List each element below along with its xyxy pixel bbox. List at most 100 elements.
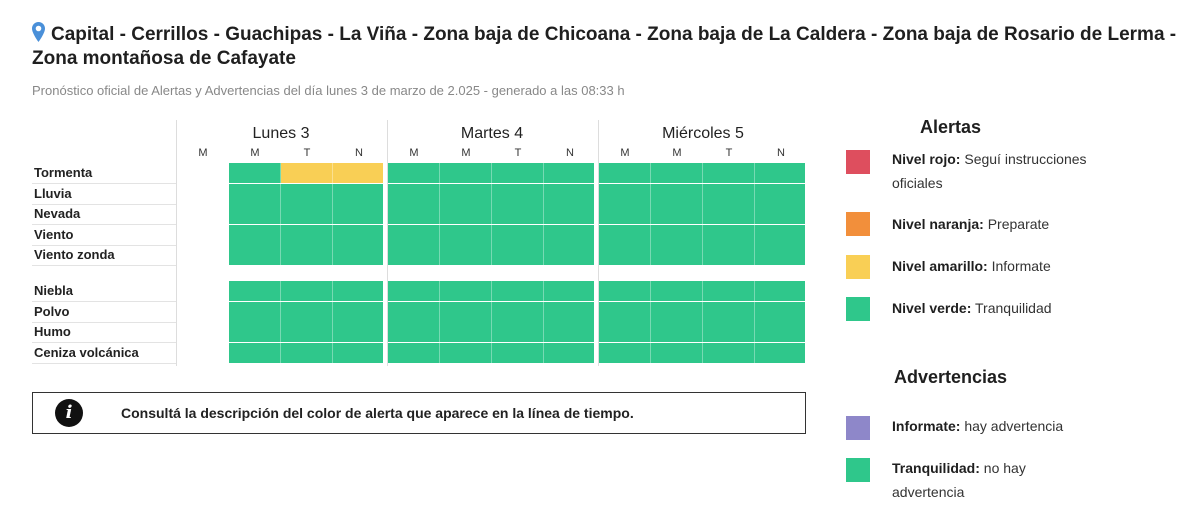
alert-cell <box>229 183 281 204</box>
day-header-3: Miércoles 5 <box>662 125 744 142</box>
alert-cell <box>281 322 333 342</box>
row-separator <box>32 321 176 323</box>
alert-cell <box>703 183 755 204</box>
time-slot-label: T <box>514 147 522 159</box>
alert-cell <box>333 183 383 204</box>
alert-cell <box>599 342 651 363</box>
alert-cell <box>229 163 281 183</box>
alert-cell <box>651 183 703 204</box>
alert-cell <box>651 301 703 322</box>
alert-cell <box>755 322 805 342</box>
swatch-rojo <box>846 150 870 174</box>
info-text: Consultá la descripción del color de ale… <box>121 405 634 421</box>
row-separator <box>32 183 176 184</box>
alert-cell <box>333 322 383 342</box>
location-pin-icon <box>32 22 45 42</box>
alert-cell <box>492 163 544 183</box>
alert-cell <box>229 245 281 265</box>
legend-item-verde: Nivel verde: Tranquilidad <box>892 300 1052 316</box>
alert-cell <box>281 301 333 322</box>
alert-cell <box>440 281 492 301</box>
alert-cell <box>229 224 281 245</box>
alert-cell <box>544 322 594 342</box>
time-slot-label: N <box>355 147 363 159</box>
legend-item-tranquilidad: Tranquilidad: no hay advertencia <box>892 460 1026 500</box>
alert-cell <box>440 322 492 342</box>
legend-item-informate: Informate: hay advertencia <box>892 418 1064 434</box>
alert-cell <box>388 163 440 183</box>
alert-cell <box>440 163 492 183</box>
time-slot-label: M <box>250 147 260 159</box>
alert-cell <box>492 281 544 301</box>
alert-cell <box>333 301 383 322</box>
alert-cell <box>755 183 805 204</box>
alert-cell <box>333 163 383 183</box>
row-separator <box>32 362 176 364</box>
alert-cell <box>333 224 383 245</box>
alert-cell <box>544 204 594 224</box>
page-title: Capital - Cerrillos - Guachipas - La Viñ… <box>32 22 1192 71</box>
alert-cell <box>333 342 383 363</box>
alert-cell <box>388 204 440 224</box>
alert-cell <box>755 224 805 245</box>
alert-cell <box>755 245 805 265</box>
alert-cell <box>651 342 703 363</box>
alert-cell <box>388 281 440 301</box>
alert-cell <box>599 322 651 342</box>
alert-cell <box>651 281 703 301</box>
alert-cell <box>281 204 333 224</box>
time-slot-label: M <box>461 147 471 159</box>
alert-cell <box>703 342 755 363</box>
alert-cell <box>703 224 755 245</box>
alert-cell <box>333 245 383 265</box>
alert-cell <box>544 281 594 301</box>
time-slot-label: T <box>725 147 733 159</box>
time-slot-label: T <box>303 147 311 159</box>
alert-cell <box>703 245 755 265</box>
legend-item-rojo: Nivel rojo: Seguí instrucciones oficiale… <box>892 151 1087 191</box>
alert-cell <box>651 245 703 265</box>
row-separator <box>32 301 176 302</box>
alert-cell <box>229 301 281 322</box>
row-label: Ceniza volcánica <box>34 344 139 360</box>
alert-cell <box>599 301 651 322</box>
alert-cell <box>544 301 594 322</box>
swatch-amarillo <box>846 255 870 279</box>
alert-cell <box>492 204 544 224</box>
swatch-tranquilidad <box>846 458 870 482</box>
alert-cell <box>388 342 440 363</box>
row-label: Viento zonda <box>34 247 115 262</box>
time-slot-label: M <box>672 147 682 159</box>
day-header-2: Martes 4 <box>460 125 524 142</box>
row-label: Tormenta <box>34 165 93 180</box>
alert-cell <box>229 204 281 224</box>
swatch-informate <box>846 416 870 440</box>
alert-cell <box>651 163 703 183</box>
swatch-naranja <box>846 212 870 236</box>
alert-cell <box>281 281 333 301</box>
alert-cell <box>492 245 544 265</box>
alert-cell <box>388 245 440 265</box>
alert-cell <box>544 224 594 245</box>
row-separator <box>32 265 176 266</box>
day-separator <box>598 120 599 366</box>
page-subtitle: Pronóstico oficial de Alertas y Adverten… <box>32 83 625 98</box>
alert-cell <box>388 183 440 204</box>
row-label: Viento <box>34 226 74 242</box>
alert-cell <box>599 281 651 301</box>
alert-cell <box>229 342 281 363</box>
legend-item-naranja: Nivel naranja: Preparate <box>892 216 1050 232</box>
alert-cell <box>755 281 805 301</box>
alert-cell <box>281 183 333 204</box>
alert-cell <box>440 301 492 322</box>
alert-cell <box>440 183 492 204</box>
day-separator <box>176 120 177 366</box>
alert-cell <box>544 163 594 183</box>
alert-cell <box>229 322 281 342</box>
header: Capital - Cerrillos - Guachipas - La Viñ… <box>32 22 1192 71</box>
row-separator <box>32 244 176 246</box>
row-separator <box>32 224 176 225</box>
alert-cell <box>544 245 594 265</box>
alert-cell <box>388 322 440 342</box>
alert-cell <box>333 281 383 301</box>
